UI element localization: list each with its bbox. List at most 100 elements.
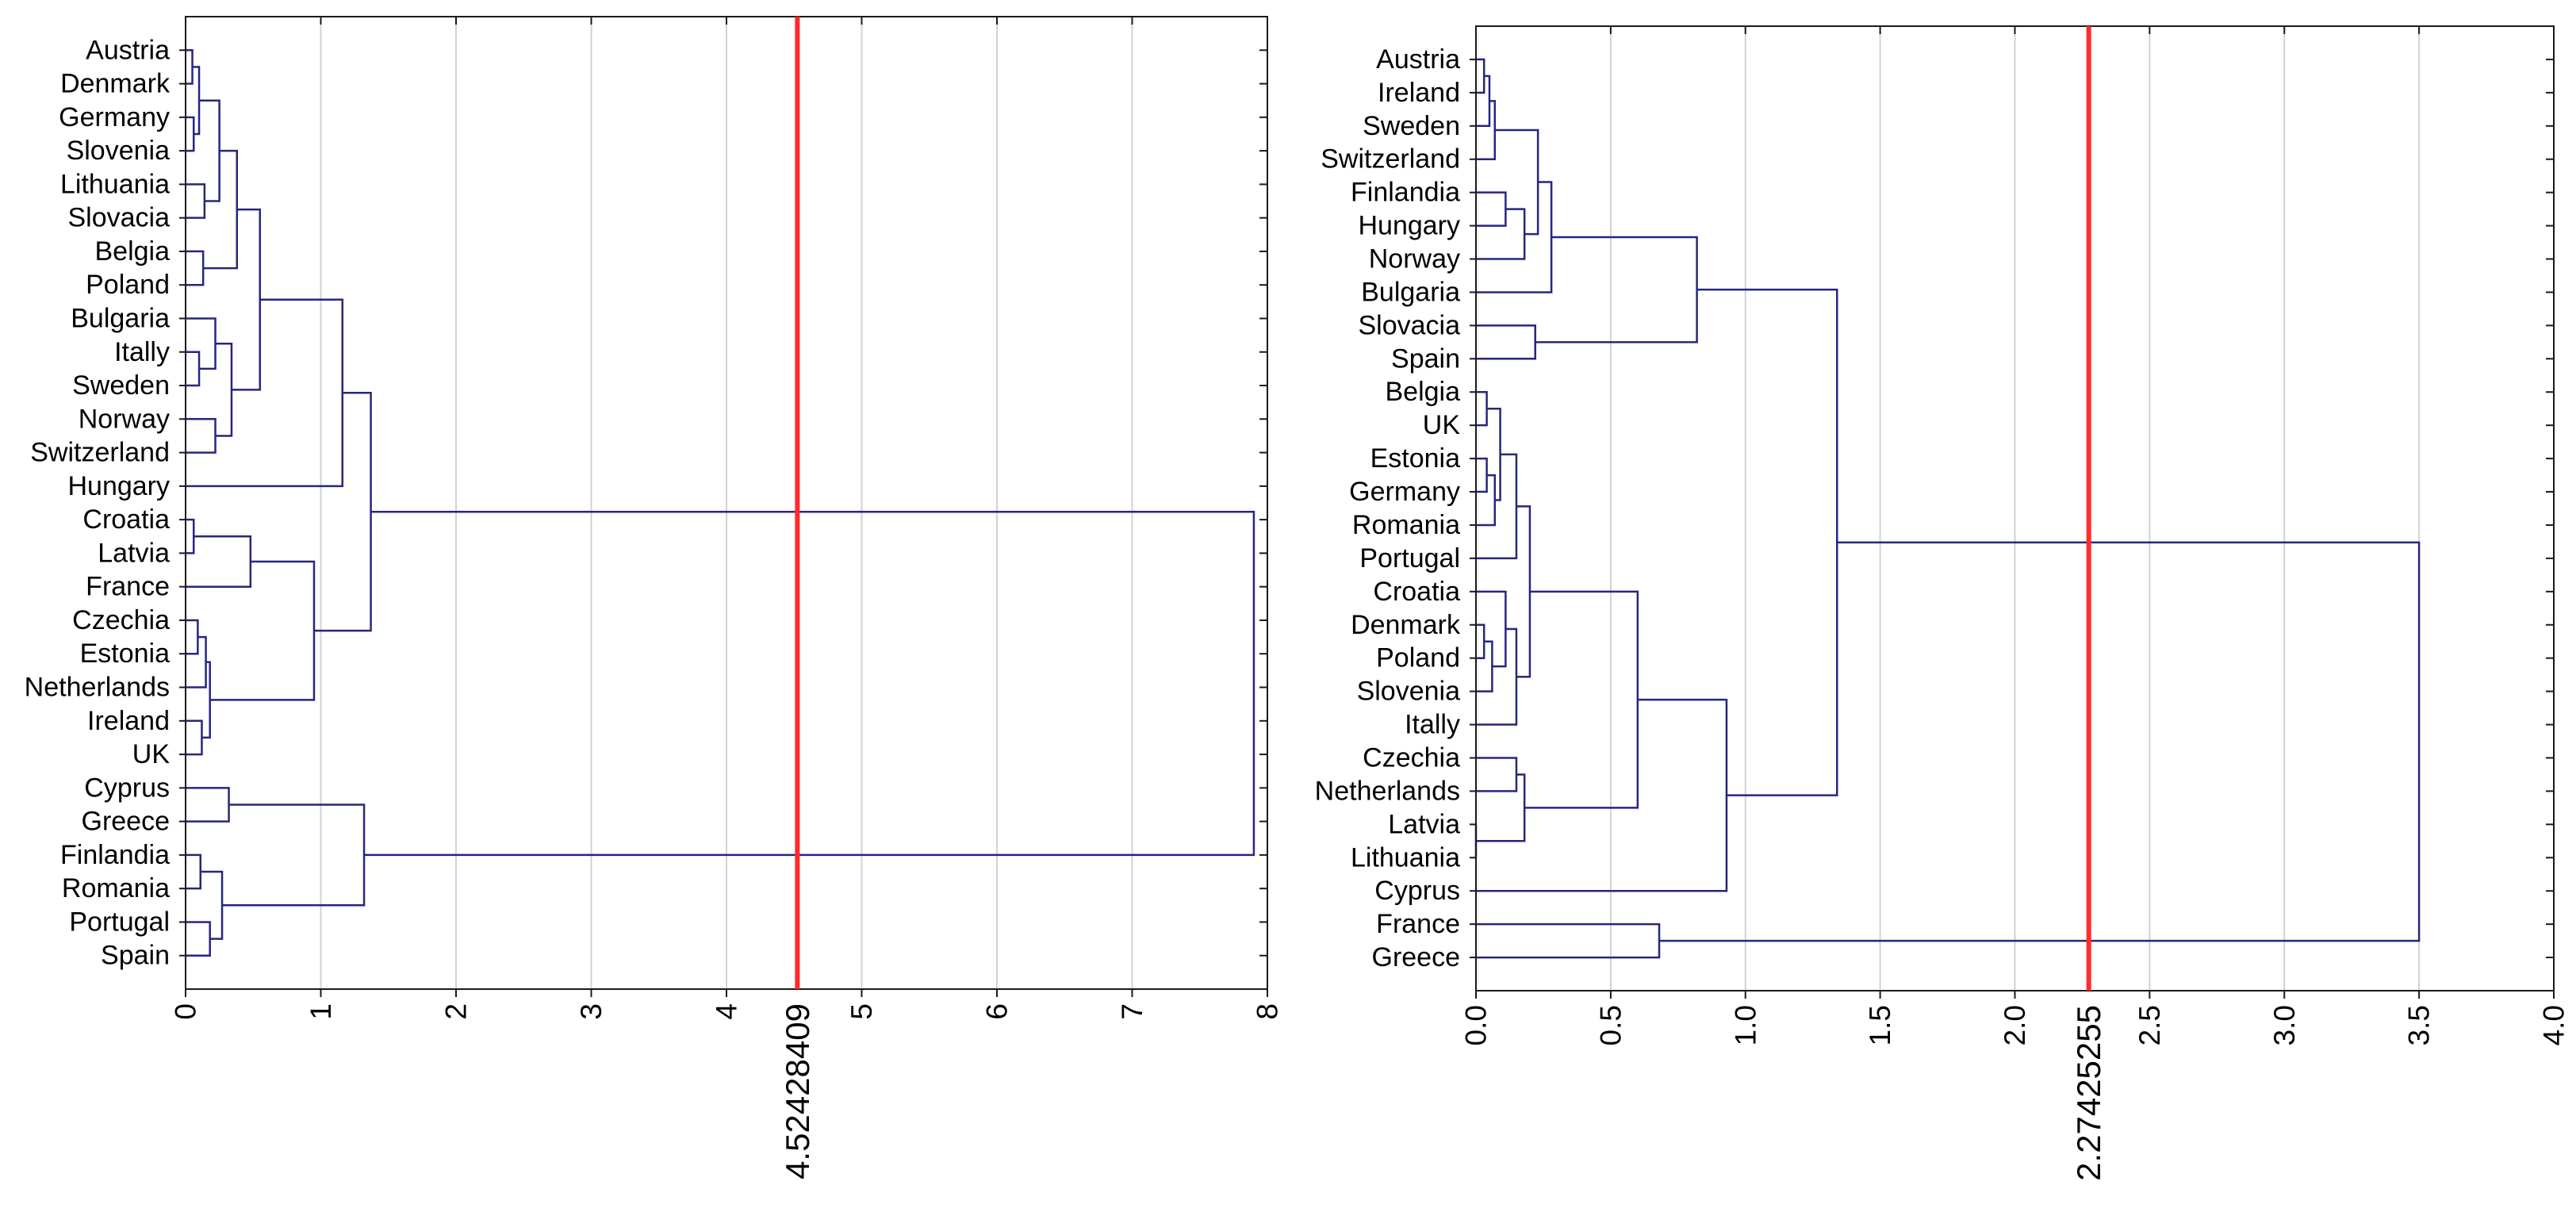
leaf-label: Belgia bbox=[1385, 377, 1460, 407]
leaf-label: Norway bbox=[79, 404, 170, 434]
leaf-label: Slovenia bbox=[1357, 677, 1461, 707]
leaf-label: Ireland bbox=[1378, 78, 1460, 108]
dendrogram-link bbox=[186, 787, 230, 823]
x-tick-label: 0.5 bbox=[1594, 1005, 1627, 1045]
dendrogram-link bbox=[186, 635, 207, 688]
dendrogram-link bbox=[1476, 457, 1488, 493]
dendrogram-link bbox=[186, 49, 194, 85]
dendrogram-link bbox=[1476, 75, 1491, 128]
x-tick-label: 2.0 bbox=[1999, 1005, 2031, 1045]
leaf-label: Germany bbox=[59, 102, 170, 132]
leaf-label: Switzerland bbox=[1321, 144, 1460, 175]
leaf-label: Slovacia bbox=[67, 203, 170, 233]
leaf-label: Croatia bbox=[1373, 577, 1460, 607]
leaf-label: Hungary bbox=[1358, 211, 1460, 241]
dendrogram-link bbox=[1476, 191, 1507, 227]
dendrogram-panel-right: 0.0 0.5 1.0 1.5 2.0 2.5 3.0 3.5 4.0 AustriaIrelan… bbox=[1315, 25, 2570, 1181]
leaf-label: France bbox=[86, 572, 170, 602]
leaf-label: Austria bbox=[86, 35, 170, 65]
x-tick-label: 1.0 bbox=[1729, 1005, 1761, 1045]
leaf-label: UK bbox=[1423, 410, 1461, 440]
dendrogram-link bbox=[1476, 208, 1526, 260]
dendrogram-link bbox=[1696, 288, 1838, 796]
x-tick-label: 5 bbox=[845, 1003, 878, 1020]
leaf-label: Itally bbox=[1405, 710, 1460, 740]
leaf-label: Itally bbox=[114, 337, 170, 367]
leaf-label: Romania bbox=[62, 873, 170, 903]
dendrogram-link bbox=[1476, 590, 1507, 668]
dendrogram-link bbox=[186, 116, 195, 152]
dendrogram-link bbox=[215, 342, 233, 437]
x-tick-label: 1.5 bbox=[1864, 1005, 1896, 1045]
leaf-label: Croatia bbox=[82, 504, 170, 535]
leaf-label: Czechia bbox=[72, 605, 170, 635]
x-tick-label: 0 bbox=[170, 1003, 202, 1020]
dendrogram-link bbox=[1535, 236, 1698, 343]
dendrogram-link bbox=[1516, 505, 1531, 678]
leaf-label: Ireland bbox=[87, 706, 170, 736]
leaf-label: Latvia bbox=[1388, 809, 1460, 839]
x-tick-label: 8 bbox=[1252, 1003, 1284, 1020]
dendrogram-link bbox=[1476, 100, 1497, 160]
leaf-label: Hungary bbox=[67, 471, 170, 501]
leaf-label: Czechia bbox=[1363, 742, 1460, 773]
leaf-label: Estonia bbox=[1370, 443, 1460, 474]
leaf-label: Netherlands bbox=[25, 673, 170, 703]
leaf-label: Finlandia bbox=[1351, 178, 1460, 208]
dendrogram-link bbox=[186, 317, 217, 370]
dendrogram-link bbox=[1476, 757, 1518, 792]
leaf-label: Bulgaria bbox=[71, 303, 170, 333]
dendrogram-link bbox=[186, 535, 252, 588]
leaf-label: Spain bbox=[1391, 343, 1460, 374]
dendrogram-link bbox=[199, 99, 220, 202]
leaf-label: Greece bbox=[82, 807, 171, 837]
leaf-label: Estonia bbox=[80, 639, 170, 669]
x-tick-label: 2 bbox=[440, 1003, 473, 1020]
dendrogram-link bbox=[186, 351, 201, 387]
dendrogram-link bbox=[364, 510, 1255, 857]
leaf-label: Poland bbox=[1376, 643, 1460, 673]
leaf-label: Switzerland bbox=[30, 438, 170, 468]
x-tick-label: 3.0 bbox=[2268, 1005, 2301, 1045]
x-tick-label: 3 bbox=[575, 1003, 608, 1020]
dendrogram-link bbox=[1476, 390, 1488, 427]
leaf-label: Sweden bbox=[72, 370, 170, 401]
leaf-label: Bulgaria bbox=[1361, 277, 1460, 307]
leaf-label: Slovacia bbox=[1358, 310, 1460, 340]
leaf-label: Belgia bbox=[94, 236, 170, 267]
dendrogram-link bbox=[1524, 590, 1639, 809]
x-tick-label: 3.5 bbox=[2403, 1005, 2436, 1045]
dendrogram-link bbox=[186, 619, 199, 655]
dendrogram-link bbox=[209, 560, 316, 701]
x-tick-label: 4 bbox=[711, 1003, 743, 1020]
leaf-label: Latvia bbox=[98, 538, 170, 568]
dendrogram-link bbox=[1494, 128, 1539, 236]
leaf-label: Cyprus bbox=[1374, 876, 1460, 906]
leaf-label: Lithuania bbox=[60, 169, 170, 199]
leaf-label: Denmark bbox=[60, 69, 171, 99]
dendrogram-link bbox=[1476, 623, 1485, 659]
leaf-label: Germany bbox=[1349, 477, 1460, 507]
leaf-label: Slovenia bbox=[67, 136, 171, 166]
x-tick-label: 7 bbox=[1116, 1003, 1148, 1020]
dendrogram-link bbox=[186, 298, 344, 488]
leaf-label: Romania bbox=[1352, 510, 1460, 540]
dendrogram-link bbox=[186, 418, 217, 454]
x-tick-label: 6 bbox=[981, 1003, 1014, 1020]
dendrogram-link bbox=[186, 183, 206, 219]
dendrogram-link bbox=[1476, 627, 1518, 726]
x-tick-label: 2.5 bbox=[2133, 1005, 2166, 1045]
x-tick-label: 4.0 bbox=[2538, 1005, 2570, 1045]
dendrogram-link bbox=[186, 250, 205, 286]
dendrogram-link bbox=[1476, 453, 1518, 560]
dendrogram-link bbox=[222, 804, 366, 907]
leaf-label: Norway bbox=[1369, 244, 1460, 274]
leaf-label: Denmark bbox=[1351, 610, 1461, 640]
leaf-label: Poland bbox=[86, 270, 170, 300]
leaf-label: Netherlands bbox=[1315, 776, 1460, 806]
leaf-label: Cyprus bbox=[84, 773, 170, 803]
leaf-label: UK bbox=[132, 739, 171, 769]
x-tick-label: 1 bbox=[305, 1003, 337, 1020]
